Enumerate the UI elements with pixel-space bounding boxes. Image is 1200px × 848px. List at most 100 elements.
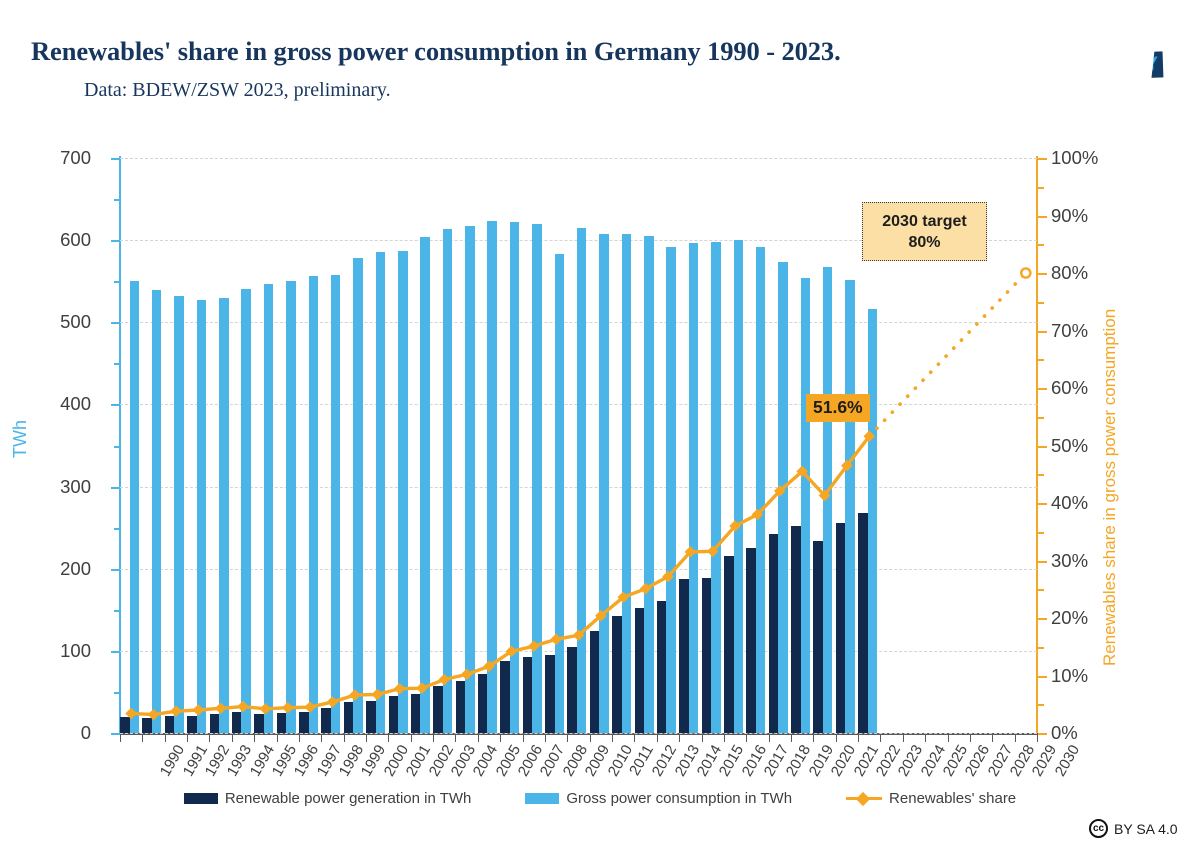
bar-gross-consumption <box>196 300 207 733</box>
bar-gross-consumption <box>308 276 319 733</box>
y-axis-right-tick <box>1038 330 1047 333</box>
bar-gross-consumption <box>599 233 609 733</box>
x-axis-tick <box>835 734 837 742</box>
share-line-marker <box>505 645 518 658</box>
y-axis-left-tick <box>111 650 120 653</box>
share-line-marker <box>572 629 585 642</box>
x-axis-label: 1990 <box>156 742 189 780</box>
y-axis-left-label: 600 <box>60 229 91 251</box>
y-axis-right-label: 50% <box>1051 434 1089 456</box>
y-axis-right-tick <box>1038 416 1044 419</box>
bar-gross-consumption <box>711 241 721 733</box>
y-axis-right-tick <box>1038 503 1047 505</box>
y-axis-right-label: 60% <box>1051 377 1089 398</box>
legend-item[interactable]: Renewable power generation in TWh <box>183 790 472 807</box>
bar-renewable-generation <box>522 656 533 733</box>
bar-renewable-generation <box>813 540 823 733</box>
target-annotation-line2: 80% <box>908 233 941 251</box>
y-axis-left-tick <box>111 733 120 735</box>
legend-item[interactable]: Gross power consumption in TWh <box>525 790 792 807</box>
y-axis-left-title: TWh <box>10 420 30 458</box>
y-axis-right-title: Renewables share in gross power consumpt… <box>1100 308 1119 666</box>
bar-gross-consumption <box>174 296 184 733</box>
y-axis-left-label: 500 <box>60 311 91 333</box>
share-line-marker <box>550 633 562 646</box>
x-axis-tick <box>433 734 435 742</box>
bar-renewable-generation <box>545 654 555 733</box>
bar-renewable-generation <box>254 714 264 733</box>
x-axis-tick <box>679 734 681 742</box>
legend-item[interactable]: Renewables' share <box>846 790 1016 807</box>
bar-renewable-generation <box>500 660 510 733</box>
current-value-callout: 51.6% <box>806 394 870 422</box>
page-title: Renewables' share in gross power consump… <box>31 36 841 66</box>
x-axis-tick <box>120 734 121 742</box>
bar-gross-consumption <box>845 280 855 733</box>
y-axis-right-tick <box>1038 474 1044 477</box>
x-axis-tick <box>567 734 569 742</box>
y-axis-left-tick <box>111 404 120 407</box>
x-axis-tick <box>477 734 479 742</box>
y-axis-right-label: 40% <box>1051 492 1089 513</box>
bar-renewable-generation <box>187 715 197 733</box>
bar-gross-consumption <box>644 236 654 733</box>
x-axis-tick <box>969 734 971 742</box>
y-axis-right-tick <box>1038 301 1044 304</box>
y-axis-right-tick <box>1038 244 1044 247</box>
y-axis-right-tick <box>1038 618 1047 620</box>
y-axis-left-label: 700 <box>60 147 91 168</box>
gridline <box>120 158 1037 159</box>
x-axis-tick <box>723 734 725 742</box>
y-axis-right-label: 80% <box>1051 262 1089 283</box>
y-axis-left-tick <box>114 527 120 530</box>
bar-gross-consumption <box>420 236 430 733</box>
y-axis-left-tick <box>114 281 120 284</box>
y-axis-left-tick <box>114 445 120 448</box>
bar-renewable-generation <box>477 673 488 733</box>
y-axis-left-tick <box>111 486 120 489</box>
y-axis-left-label: 100 <box>60 639 91 661</box>
bar-renewable-generation <box>164 715 175 733</box>
y-axis-right-tick <box>1038 359 1044 362</box>
bar-renewable-generation <box>410 694 421 733</box>
bar-gross-consumption <box>129 281 140 733</box>
y-axis-right-tick <box>1038 704 1044 707</box>
bar-renewable-generation <box>701 577 712 733</box>
bar-gross-consumption <box>778 261 788 733</box>
share-line-marker <box>125 707 137 720</box>
page-subtitle: Data: BDEW/ZSW 2023, preliminary. <box>84 79 391 101</box>
y-axis-right-tick <box>1038 273 1047 275</box>
y-axis-right-tick <box>1038 531 1044 534</box>
y-axis-right-tick <box>1038 675 1047 678</box>
x-axis-tick <box>298 734 300 742</box>
y-axis-right-label: 10% <box>1051 664 1089 686</box>
x-axis-tick <box>612 734 614 742</box>
legend-label: Gross power consumption in TWh <box>566 790 793 807</box>
y-axis-left-tick <box>114 199 120 202</box>
legend-swatch-icon <box>525 793 560 804</box>
legend-label: Renewable power generation in TWh <box>224 790 472 807</box>
y-axis-right-tick <box>1038 186 1044 189</box>
bar-gross-consumption <box>666 246 676 733</box>
bar-gross-consumption <box>241 288 251 733</box>
y-axis-right-tick <box>1038 589 1044 592</box>
bar-gross-consumption <box>263 283 274 733</box>
x-axis-tick <box>656 734 658 742</box>
y-axis-right-tick <box>1038 388 1047 390</box>
bar-gross-consumption <box>554 254 565 733</box>
x-axis-tick <box>366 734 368 742</box>
x-axis-tick <box>544 734 546 742</box>
bar-gross-consumption <box>822 267 833 733</box>
y-axis-right-tick <box>1038 646 1044 649</box>
share-line-marker <box>818 489 831 502</box>
share-line-marker <box>259 703 272 715</box>
share-line-marker <box>326 696 339 708</box>
y-axis-left-tick <box>114 363 120 366</box>
x-axis-tick <box>790 734 792 742</box>
bar-renewable-generation <box>276 713 287 733</box>
share-line-marker <box>393 682 406 695</box>
x-axis-tick <box>992 734 994 742</box>
share-line-marker <box>281 701 294 714</box>
bar-gross-consumption <box>688 242 699 733</box>
header-card: Renewables' share in gross power consump… <box>0 0 1160 128</box>
